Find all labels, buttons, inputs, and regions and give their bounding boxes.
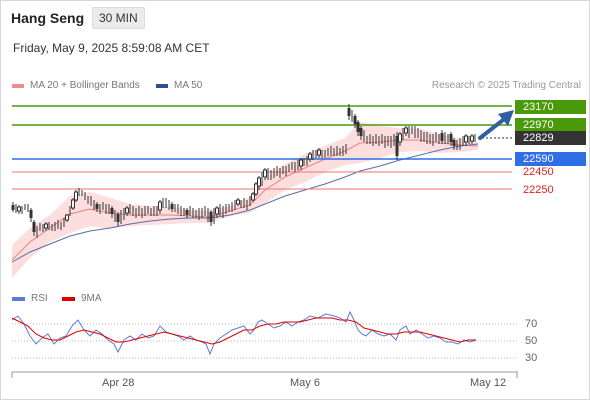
instrument-title: Hang Seng	[11, 10, 85, 26]
timestamp: Friday, May 9, 2025 8:59:08 AM CET	[13, 41, 210, 55]
projection-arrow	[478, 110, 514, 140]
bollinger-band	[12, 122, 478, 278]
bollinger-label: MA 20 + Bollinger Bands	[30, 80, 140, 91]
rsi-ma-swatch	[62, 296, 75, 301]
rsi-line	[11, 310, 477, 356]
ma50-line	[11, 143, 479, 263]
rsi-axis-50: 50	[525, 335, 538, 347]
candle-bodies	[11, 108, 474, 232]
legend-rsi-ma: 9MA	[62, 293, 102, 304]
legend-bollinger: MA 20 + Bollinger Bands	[12, 80, 140, 91]
current-price-tag: 22829	[515, 131, 586, 145]
level-tag-22450: 22450	[523, 166, 554, 178]
level-tag-23170: 23170	[515, 100, 586, 114]
credit-text: Research © 2025 Trading Central	[431, 80, 581, 91]
x-label-may6: May 6	[290, 377, 320, 389]
level-tag-22590: 22590	[515, 152, 586, 166]
legend-rsi: RSI	[12, 293, 48, 304]
x-label-may12: May 12	[470, 377, 507, 389]
x-label-apr28: Apr 28	[102, 377, 135, 389]
level-tag-22250: 22250	[523, 184, 554, 196]
rsi-axis-70: 70	[525, 318, 538, 330]
ma50-label: MA 50	[174, 80, 203, 91]
rsi-ma-line	[11, 317, 476, 345]
bollinger-swatch	[12, 83, 24, 88]
rsi-swatch	[12, 296, 25, 301]
legend-ma50: MA 50	[156, 80, 202, 91]
timeframe-badge[interactable]: 30 MIN	[92, 7, 145, 29]
rsi-label: RSI	[31, 293, 48, 304]
ma50-swatch	[156, 83, 168, 88]
rsi-axis-30: 30	[525, 352, 538, 364]
level-tag-22970: 22970	[515, 118, 586, 132]
rsi-ma-label: 9MA	[81, 293, 102, 304]
